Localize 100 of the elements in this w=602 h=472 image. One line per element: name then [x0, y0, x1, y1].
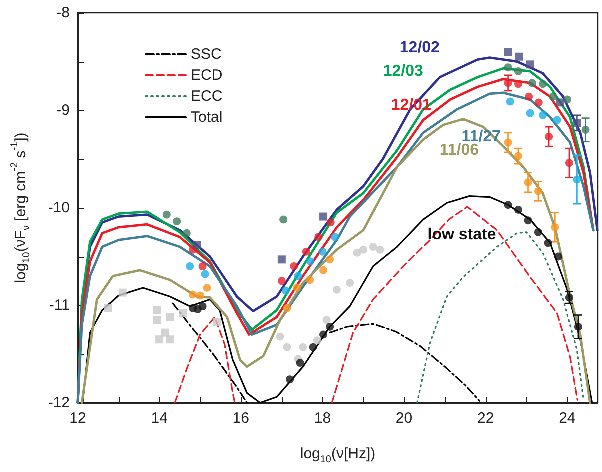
point	[283, 343, 292, 352]
point	[514, 80, 522, 88]
point	[506, 98, 514, 106]
point	[306, 258, 314, 266]
point	[563, 96, 572, 104]
series-label: 12/02	[400, 39, 440, 56]
point	[504, 138, 512, 147]
point	[332, 286, 341, 294]
x-tick-label: 20	[396, 410, 413, 427]
point	[162, 210, 171, 219]
point	[565, 294, 574, 302]
point	[551, 224, 560, 232]
point	[293, 284, 302, 292]
point	[153, 306, 162, 314]
legend-label: ECD	[191, 67, 223, 84]
point	[538, 80, 547, 88]
point	[545, 132, 554, 141]
point	[320, 266, 328, 274]
series-label: 12/03	[383, 63, 424, 80]
point	[369, 243, 378, 251]
point	[534, 228, 542, 236]
point	[173, 218, 182, 226]
x-tick-label: 22	[478, 410, 494, 427]
point	[182, 229, 191, 238]
point	[318, 248, 327, 256]
point	[514, 152, 522, 160]
point	[573, 176, 582, 184]
series-label: 11/06	[440, 142, 480, 159]
x-tick-label: 24	[559, 410, 576, 427]
point	[320, 330, 328, 339]
y-tick-label: -11	[49, 297, 70, 314]
point	[549, 92, 558, 101]
point	[156, 336, 164, 344]
line-series	[82, 196, 594, 404]
point	[196, 292, 204, 300]
point	[376, 246, 384, 254]
point	[278, 256, 286, 264]
x-tick-label: 14	[151, 410, 168, 427]
point	[320, 212, 328, 221]
point	[193, 241, 202, 250]
text: log10(νFν [erg cm-2 s-1])	[10, 132, 32, 284]
point	[179, 309, 188, 318]
point	[553, 116, 562, 124]
legend-label: Total	[191, 109, 223, 126]
point	[582, 126, 590, 134]
point	[302, 248, 310, 256]
point	[153, 316, 162, 324]
point	[294, 272, 302, 280]
legend-label: SSC	[191, 46, 222, 63]
x-tick-label: 12	[70, 410, 86, 427]
point	[544, 239, 552, 248]
point	[504, 48, 512, 56]
point	[290, 262, 298, 270]
point	[306, 276, 314, 284]
point	[283, 304, 292, 312]
point	[326, 256, 334, 264]
point	[360, 246, 368, 254]
x-tick-label: 16	[232, 410, 250, 427]
point	[313, 336, 322, 345]
point	[515, 52, 524, 61]
point	[276, 332, 284, 341]
point	[573, 119, 582, 128]
point	[322, 316, 331, 324]
point	[201, 270, 210, 278]
point	[166, 313, 174, 322]
point	[528, 79, 536, 88]
y-tick-label: -8	[56, 4, 70, 22]
point	[118, 288, 127, 297]
point	[556, 98, 564, 107]
point	[554, 252, 562, 261]
point	[104, 304, 112, 312]
point	[282, 286, 290, 295]
point	[189, 290, 198, 299]
point	[504, 64, 512, 72]
point	[330, 233, 339, 242]
point	[213, 318, 222, 326]
point	[534, 187, 542, 196]
point	[166, 336, 174, 344]
point	[203, 284, 212, 292]
point	[525, 92, 534, 101]
point	[326, 218, 335, 227]
point	[326, 322, 334, 331]
point	[299, 343, 308, 352]
point	[574, 322, 582, 331]
annotation: low state	[428, 226, 496, 244]
point	[296, 359, 304, 368]
point	[538, 111, 547, 120]
point	[526, 109, 534, 118]
point	[514, 68, 522, 76]
point	[314, 233, 323, 242]
y-tick-label: -12	[48, 394, 70, 412]
point	[186, 262, 194, 270]
point	[278, 277, 286, 286]
point	[198, 262, 207, 270]
point	[524, 216, 532, 225]
point	[346, 279, 354, 288]
legend-label: ECC	[191, 88, 223, 105]
point	[309, 343, 318, 352]
point	[565, 159, 574, 168]
y-tick-label: -10	[48, 200, 70, 216]
